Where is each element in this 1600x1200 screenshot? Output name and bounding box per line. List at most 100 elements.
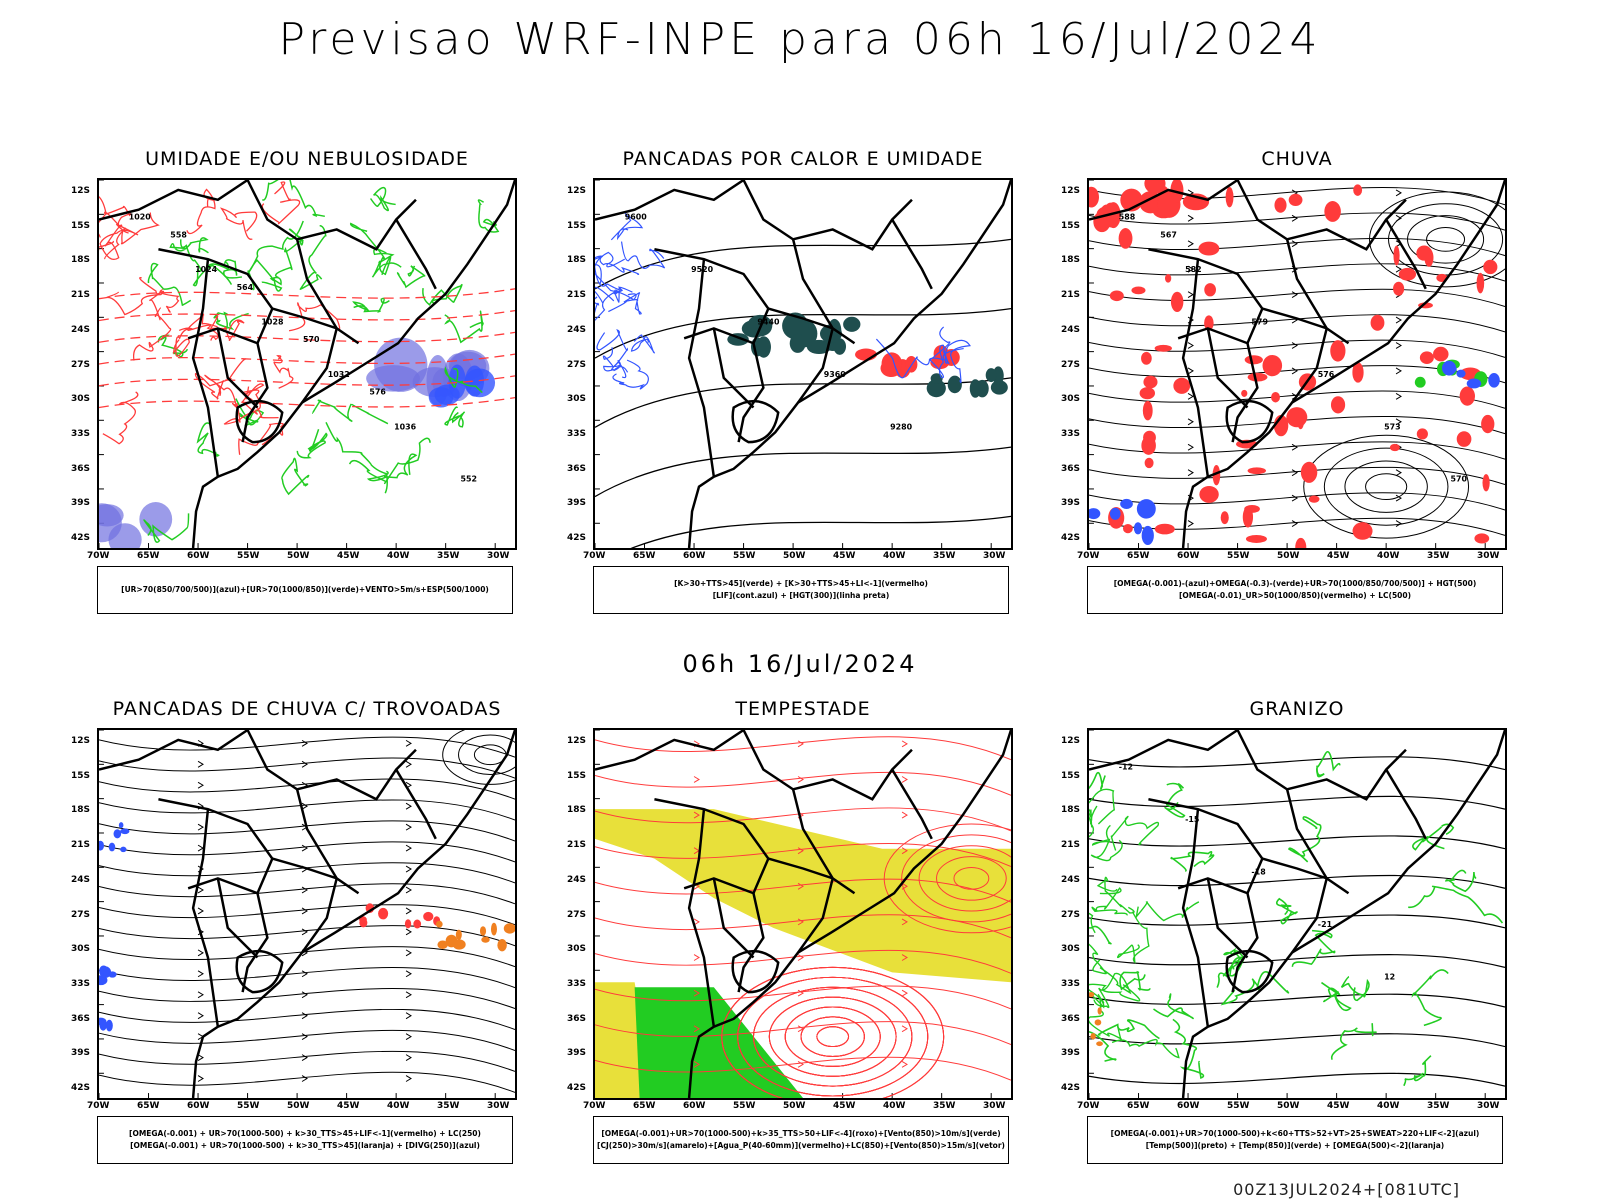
lat-tick: 33S (567, 428, 587, 439)
lon-tick: 35W (1427, 1101, 1450, 1111)
lon-tick: 40W (1377, 1101, 1400, 1111)
coastline (191, 730, 515, 1098)
lat-tick: 42S (1061, 533, 1081, 543)
lat-tick: 12S (567, 736, 587, 746)
lon-tick: 55W (237, 1101, 260, 1111)
lon-tick: 50W (1277, 1101, 1300, 1111)
lon-tick: 30W (983, 551, 1006, 561)
svg-text:1020: 1020 (129, 213, 152, 222)
run-info-footer: 00Z13JUL2024+[081UTC] (1233, 1180, 1460, 1199)
coastline (687, 180, 1011, 548)
lat-tick: 39S (71, 1048, 91, 1059)
lon-tick: 40W (1377, 551, 1400, 561)
lon-tick: 60W (187, 1101, 210, 1111)
svg-text:1036: 1036 (394, 422, 417, 431)
svg-text:582: 582 (1185, 265, 1202, 274)
lat-tick: 27S (1061, 359, 1081, 370)
lon-tick: 30W (983, 1101, 1006, 1111)
coastline (191, 180, 515, 548)
lon-tick: 70W (1077, 1101, 1100, 1111)
lat-tick: 39S (567, 498, 587, 509)
lon-tick: 60W (187, 551, 210, 561)
legend-pancadas-por-calor-e-umidade: [K>30+TTS>45](verde) + [K>30+TTS>45+LI<-… (593, 566, 1009, 614)
svg-text:-15: -15 (1185, 815, 1199, 824)
svg-text:1032: 1032 (328, 370, 350, 379)
lat-tick: 42S (1061, 1083, 1081, 1093)
panel-title-umidade-e-ou-nebulosidade: UMIDADE E/OU NEBULOSIDADE (145, 148, 469, 170)
lat-tick: 24S (1061, 324, 1081, 335)
lat-tick: 12S (71, 736, 91, 746)
svg-text:570: 570 (303, 335, 320, 344)
lat-tick: 24S (567, 874, 587, 885)
lon-tick: 45W (1327, 551, 1350, 561)
coastline (1181, 730, 1505, 1098)
svg-text:-12: -12 (1119, 763, 1133, 772)
lat-tick: 39S (567, 1048, 587, 1059)
lon-tick: 55W (733, 551, 756, 561)
mid-title: 06h 16/Jul/2024 (682, 650, 918, 678)
map-canvas: 588 582 579 576 573 570 567 (1089, 180, 1505, 548)
lat-tick: 15S (567, 770, 587, 781)
svg-text:552: 552 (461, 475, 478, 484)
legend-line: [OMEGA(-0.001)+UR>70(1000-500)+k>35_TTS>… (601, 1129, 1001, 1138)
lat-tick: 15S (71, 220, 91, 231)
lon-tick: 70W (583, 551, 606, 561)
svg-text:567: 567 (1160, 230, 1177, 239)
lon-tick: 60W (683, 551, 706, 561)
lon-tick: 30W (1477, 551, 1500, 561)
lat-tick: 39S (1061, 1048, 1081, 1059)
lon-tick: 35W (437, 1101, 460, 1111)
lat-tick: 18S (1061, 805, 1081, 816)
map-canvas (99, 730, 515, 1098)
svg-text:564: 564 (237, 283, 254, 292)
lon-tick: 35W (933, 551, 956, 561)
lat-tick: 33S (1061, 978, 1081, 989)
legend-line: [OMEGA(-0.001) + UR>70(1000-500) + k>30_… (130, 1141, 480, 1150)
lat-tick: 39S (1061, 498, 1081, 509)
map-canvas: -12 -15 -18 -21 12 (1089, 730, 1505, 1098)
lon-tick: 65W (1127, 551, 1150, 561)
lat-tick: 42S (567, 1083, 587, 1093)
legend-line: [OMEGA(-0.001) + UR>70(1000-500) + k>30_… (129, 1129, 481, 1138)
map-umidade-e-ou-nebulosidade: 1020 1024 1028 1032 1036 552 558 564 570 576 (97, 178, 517, 550)
lat-tick: 27S (1061, 909, 1081, 920)
legend-line: [OMEGA(-0.01)_UR>50(1000/850)(vermelho) … (1178, 591, 1412, 600)
lon-tick: 50W (783, 1101, 806, 1111)
lat-tick: 24S (71, 874, 91, 885)
lat-tick: 36S (1061, 1013, 1081, 1024)
lat-tick: 30S (71, 394, 91, 405)
map-canvas: 9600 9520 9440 9360 9280 (595, 180, 1011, 548)
svg-text:-21: -21 (1318, 920, 1332, 929)
lat-tick: 18S (567, 805, 587, 816)
svg-text:573: 573 (1384, 422, 1401, 431)
svg-text:9360: 9360 (824, 370, 847, 379)
map-chuva: 588 582 579 576 573 570 567 (1087, 178, 1507, 550)
lon-tick: 65W (137, 1101, 160, 1111)
lat-tick: 18S (567, 255, 587, 266)
svg-text:576: 576 (369, 388, 386, 397)
lon-tick: 55W (1227, 551, 1250, 561)
lat-tick: 12S (1061, 186, 1081, 196)
lon-tick: 60W (683, 1101, 706, 1111)
lat-tick: 42S (567, 533, 587, 543)
panel-title-tempestade: TEMPESTADE (735, 698, 871, 720)
lat-tick: 36S (567, 463, 587, 474)
panel-title-chuva: CHUVA (1261, 148, 1333, 170)
lat-tick: 24S (71, 324, 91, 335)
lat-tick: 36S (567, 1013, 587, 1024)
lat-tick: 18S (71, 805, 91, 816)
lat-tick: 33S (71, 428, 91, 439)
svg-text:1024: 1024 (195, 265, 218, 274)
lat-tick: 36S (1061, 463, 1081, 474)
legend-line: [UR>70(850/700/500)](azul)+[UR>70(1000/8… (121, 585, 489, 594)
lon-tick: 40W (883, 551, 906, 561)
legend-pancadas-de-chuva-c-trovoadas: [OMEGA(-0.001) + UR>70(1000-500) + k>30_… (97, 1116, 513, 1164)
map-tempestade (593, 728, 1013, 1100)
svg-text:1028: 1028 (261, 317, 284, 326)
lon-tick: 60W (1177, 551, 1200, 561)
lon-tick: 55W (237, 551, 260, 561)
legend-line: [LIF](cont.azul) + [HGT(300)](linha pret… (712, 591, 890, 600)
lat-tick: 33S (1061, 428, 1081, 439)
lat-tick: 21S (71, 290, 91, 301)
lon-tick: 40W (387, 551, 410, 561)
